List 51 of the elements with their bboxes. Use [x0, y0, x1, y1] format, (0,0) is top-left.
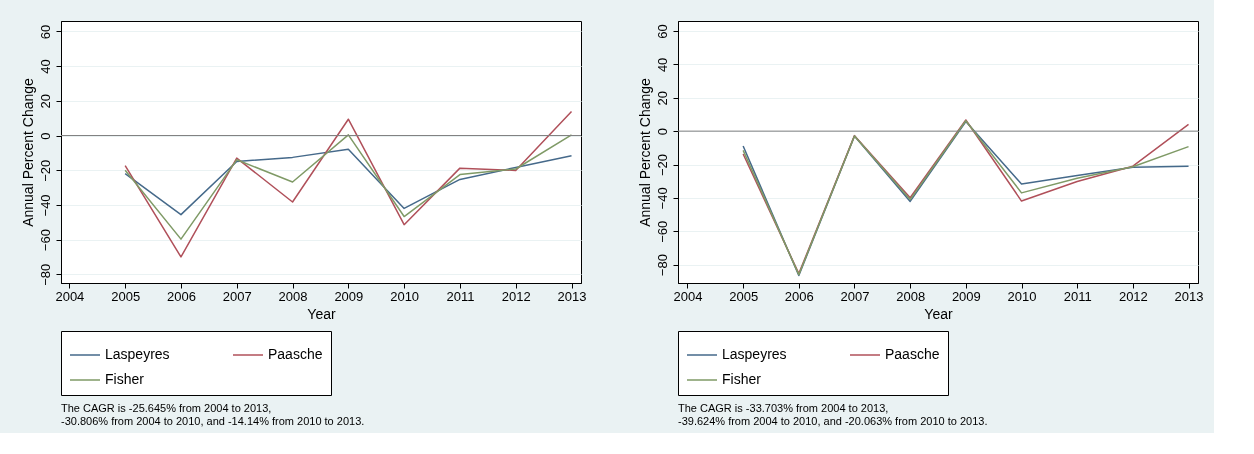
x-tick-label: 2005 — [729, 288, 759, 304]
y-tick-label: −40 — [37, 194, 53, 217]
y-tick-label: −80 — [37, 263, 53, 286]
x-tick-label: 2006 — [167, 288, 196, 304]
x-tick-label: 2005 — [111, 288, 141, 304]
legend-label: Laspeyres — [105, 346, 170, 362]
x-tick-label: 2004 — [673, 288, 703, 304]
legend-label: Paasche — [268, 346, 323, 362]
legend-label: Fisher — [722, 371, 762, 387]
y-tick-label: 20 — [654, 91, 670, 106]
line-series — [124, 110, 573, 258]
line-series — [124, 134, 573, 240]
x-tick-label: 2009 — [951, 288, 981, 304]
legend-label: Paasche — [885, 346, 940, 362]
y-tick-label: 40 — [654, 57, 670, 73]
y-tick-label: −20 — [654, 153, 670, 177]
y-tick-label: −40 — [654, 187, 670, 210]
y-tick-label: 20 — [37, 94, 53, 109]
line-series — [124, 148, 573, 216]
x-tick-label: 2012 — [1118, 288, 1148, 304]
x-tick-label: 2013 — [1174, 288, 1204, 304]
y-tick-label: 0 — [654, 128, 670, 136]
x-tick-label: 2007 — [840, 288, 870, 304]
y-tick-label: 0 — [37, 132, 53, 140]
x-tick-label: 2008 — [896, 288, 926, 304]
y-tick-label: −80 — [654, 254, 670, 277]
y-tick-label: −20 — [37, 159, 53, 182]
x-tick-label: 2013 — [557, 288, 587, 304]
legend-label: Laspeyres — [722, 346, 787, 362]
x-axis-title: Year — [307, 305, 336, 322]
y-tick-label: 60 — [37, 24, 53, 40]
x-tick-label: 2010 — [1007, 288, 1037, 304]
y-tick-label: 40 — [37, 59, 53, 74]
y-tick-label: −60 — [654, 220, 670, 243]
x-tick-label: 2007 — [222, 288, 252, 304]
x-tick-label: 2011 — [1063, 288, 1092, 304]
x-tick-label: 2008 — [278, 288, 308, 304]
y-tick-label: 60 — [654, 24, 670, 39]
y-axis-title: Annual Percent Change — [19, 77, 36, 227]
x-tick-label: 2011 — [446, 288, 475, 304]
x-axis-title: Year — [924, 305, 953, 322]
text: The CAGR is -25.645% from 2004 to 2013, -30.806% from 2004 to 2010, and -14.14% from 2010 to 2013. — [61, 402, 365, 427]
legend-label: Fisher — [105, 371, 145, 387]
x-tick-label: 2004 — [55, 288, 85, 304]
x-tick-label: 2009 — [334, 288, 364, 304]
y-axis-title: Annual Percent Change — [636, 77, 653, 227]
text: The CAGR is -33.703% from 2004 to 2013, -39.624% from 2004 to 2010, and -20.063% from 2010 to 2013. — [678, 402, 988, 427]
x-tick-label: 2010 — [390, 288, 420, 304]
x-tick-label: 2006 — [784, 288, 814, 304]
y-tick-label: −60 — [37, 229, 53, 252]
x-tick-label: 2012 — [501, 288, 531, 304]
